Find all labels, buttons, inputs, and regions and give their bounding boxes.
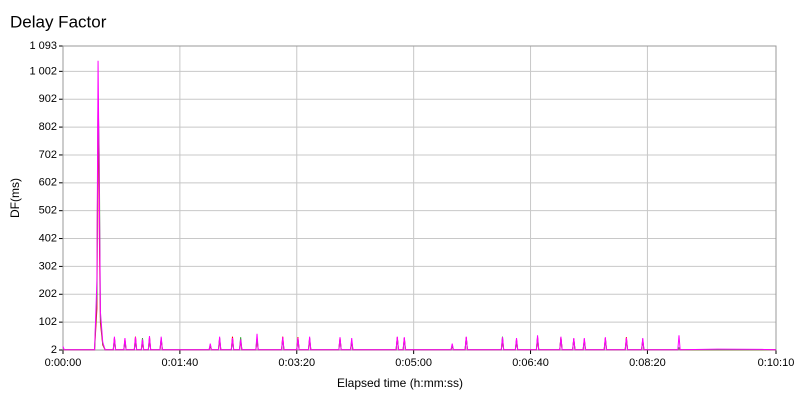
x-tick-label: 0:10:10 [758, 357, 795, 369]
y-axis-label: DF(ms) [8, 178, 22, 218]
x-tick-label: 0:08:20 [629, 357, 666, 369]
y-tick-label: 502 [39, 205, 57, 217]
x-axis-label: Elapsed time (h:mm:ss) [337, 376, 463, 390]
y-tick-label: 702 [39, 149, 57, 161]
x-tick-label: 0:00:00 [45, 357, 82, 369]
y-tick-label: 602 [39, 177, 57, 189]
x-tick-label: 0:06:40 [512, 357, 549, 369]
y-tick-label: 802 [39, 121, 57, 133]
y-tick-label: 402 [39, 232, 57, 244]
y-tick-label: 102 [39, 316, 57, 328]
x-tick-label: 0:05:00 [395, 357, 432, 369]
x-tick-label: 0:01:40 [162, 357, 199, 369]
chart-title: Delay Factor [10, 12, 107, 31]
y-tick-label: 902 [39, 93, 57, 105]
plot-area [62, 45, 777, 351]
y-tick-label: 302 [39, 260, 57, 272]
y-tick-label: 1 093 [29, 40, 57, 52]
y-tick-label: 1 002 [29, 65, 57, 77]
y-tick-label: 202 [39, 288, 57, 300]
data-line [62, 60, 777, 351]
x-tick-label: 0:03:20 [278, 357, 315, 369]
y-tick-label: 2 [51, 344, 57, 356]
